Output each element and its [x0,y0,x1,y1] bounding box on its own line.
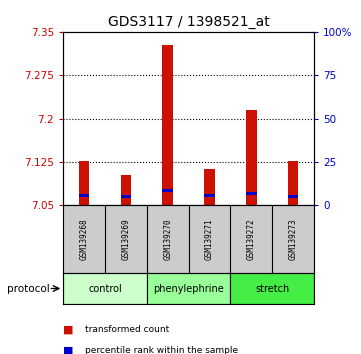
Text: GSM139270: GSM139270 [163,218,172,260]
Bar [230,273,314,304]
Text: ■: ■ [63,324,74,334]
Bar [246,110,257,205]
Text: ■: ■ [63,346,74,354]
Bar [121,175,131,205]
Bar [204,194,215,196]
Bar [246,192,257,195]
Bar [79,161,89,205]
Bar [162,189,173,192]
Bar [79,194,89,196]
Title: GDS3117 / 1398521_at: GDS3117 / 1398521_at [108,16,270,29]
Text: protocol: protocol [7,284,50,293]
Text: control: control [88,284,122,293]
Bar [288,161,299,205]
Text: phenylephrine: phenylephrine [153,284,224,293]
Text: transformed count: transformed count [85,325,169,334]
Text: GSM139273: GSM139273 [289,218,298,260]
Bar [63,273,147,304]
Bar [147,273,230,304]
Text: GSM139269: GSM139269 [121,218,130,260]
Bar [204,169,215,205]
Text: GSM139272: GSM139272 [247,218,256,260]
Text: GSM139271: GSM139271 [205,218,214,260]
Text: stretch: stretch [255,284,290,293]
Text: GSM139268: GSM139268 [79,218,88,260]
Bar [162,45,173,205]
Bar [288,195,299,198]
Bar [121,195,131,198]
Text: percentile rank within the sample: percentile rank within the sample [85,346,238,354]
